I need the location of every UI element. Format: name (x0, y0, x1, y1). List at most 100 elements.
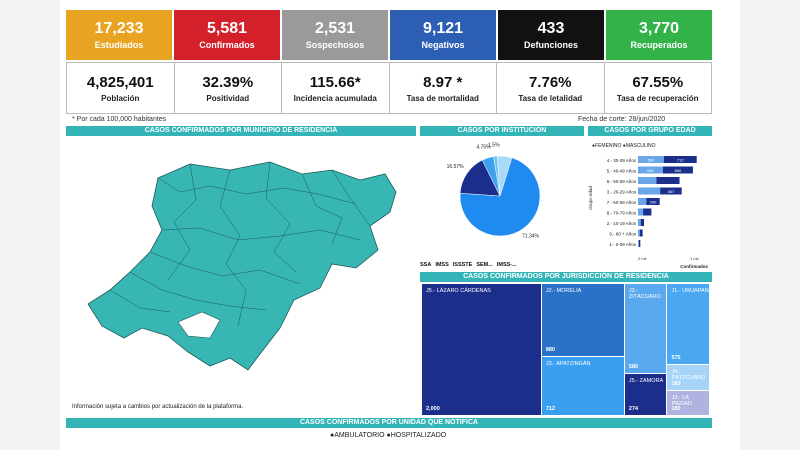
stat-defunciones: 433 Defunciones (498, 10, 606, 60)
stat-letalidad: 7.76% Tasa de letalidad (497, 63, 605, 113)
bar-femenino (638, 229, 640, 237)
map-municipality-lines (109, 161, 371, 327)
header-jurisdiccion: CASOS CONFIRMADOS POR JURISDICCIÓN DE RE… (420, 272, 712, 282)
fecha-corte: Fecha de corte: 28/jun/2020 (578, 116, 666, 123)
stat-label: Población (101, 93, 140, 103)
bar-masculino (640, 219, 644, 226)
unidad-legend: ●AMBULATORIO ●HOSPITALIZADO (330, 432, 447, 439)
left-border (0, 0, 60, 450)
map-michoacan (87, 161, 397, 371)
stat-value: 7.76% (528, 73, 572, 91)
stat-label: Sospechosos (305, 40, 365, 50)
treemap-cell-name: J3.- ZITÁCUARO (628, 288, 661, 300)
stat-sospechosos: 2,531 Sospechosos (282, 10, 390, 60)
bar-masculino (662, 166, 693, 174)
stat-value: 67.55% (632, 73, 684, 91)
pie-slice-label: 4.75% (476, 144, 491, 150)
bar-value-label: 540 (647, 168, 654, 173)
stat-label: Tasa de letalidad (518, 93, 583, 103)
treemap-cell-name: J4.- PÁTZCUARO (671, 368, 706, 381)
bar-category-label: 1.- 0-09 Años (609, 242, 637, 247)
header-municipio: CASOS CONFIRMADOS POR MUNICIPIO DE RESID… (66, 126, 416, 136)
stat-value: 9,121 (422, 20, 464, 37)
treemap-cell-name: J1.- URUAPAN (671, 288, 709, 294)
treemap-cell: J3.- ZITÁCUARO 580 (624, 284, 667, 373)
bar-category-label: 6.- 50-59 Años (607, 179, 637, 184)
header-grupo-edad: CASOS POR GRUPO EDAD (588, 126, 712, 136)
stat-incidencia: 115.66* Incidencia acumulada (282, 63, 390, 113)
treemap-cell-value: 575 (671, 354, 681, 361)
stat-label: Positividad (206, 93, 250, 103)
treemap-cell-name: J5.- ZAMORA (628, 377, 664, 384)
treemap-cell: J1.- URUAPAN 575 (667, 284, 709, 364)
stat-label: Confirmados (199, 40, 255, 50)
stat-recuperacion: 67.55% Tasa de recuperación (605, 63, 712, 113)
pie-slice (459, 157, 541, 237)
pie-slice-label: 16.57% (447, 164, 465, 170)
bar-femenino (638, 198, 647, 205)
bar-femenino (638, 177, 657, 184)
treemap-cell: J5.- LÁZARO CÁRDENAS 2,000 (422, 284, 541, 415)
pie-legend-imss: IMSS (435, 262, 449, 268)
bar-masculino (646, 198, 660, 205)
stat-value: 433 (537, 20, 565, 37)
pie-legend-sem: SEM... (476, 262, 493, 268)
stat-label: Estudiados (94, 40, 144, 50)
stat-value: 4,825,401 (86, 73, 154, 91)
treemap-cell: J5.- ZAMORA 274 (624, 373, 667, 415)
map-lake (177, 311, 221, 339)
stat-label: Incidencia acumulada (293, 93, 377, 103)
treemap: J5.- LÁZARO CÁRDENAS 2,000 J2.- MORELIA 880… (422, 284, 710, 416)
bar-category-label: 8.- 70-79 Años (607, 211, 637, 216)
stat-confirmados: 5,581 Confirmados (174, 10, 282, 60)
bar-ylabel: Grupo edad (588, 186, 593, 210)
pie-slice-label: 71.34% (522, 233, 540, 239)
treemap-cell: J2.- MORELIA 880 (541, 284, 624, 356)
stats-top-row: 17,233 Estudiados 5,581 Confirmados 2,531 S… (66, 10, 712, 60)
bar-femenino (638, 219, 641, 226)
map-region (87, 161, 397, 371)
stat-mortalidad: 8.97 * Tasa de mortalidad (390, 63, 497, 113)
bar-masculino (643, 208, 652, 216)
pie-slice-label: 1.5% (488, 142, 500, 148)
map-note: Información sujeta a cambios por actuali… (72, 404, 244, 410)
pie-legend: SSA IMSS ISSSTE SEM... IMSS-... (420, 262, 588, 268)
bar-legend: ●FEMENINO ●MASCULINO (592, 143, 656, 149)
stat-value: 5,581 (206, 20, 248, 37)
pie-legend-issste: ISSSTE (452, 262, 473, 268)
bar-category-label: 9.- 80 + Años (609, 232, 636, 237)
treemap-cell-value: 580 (628, 363, 639, 370)
stat-recuperados: 3,770 Recuperados (606, 10, 712, 60)
stat-label: Recuperados (630, 40, 688, 50)
bar-value-label: 290 (650, 200, 657, 205)
stat-label: Defunciones (523, 40, 578, 50)
stat-positividad: 32.39% Positividad (175, 63, 282, 113)
bar-category-label: 3.- 20-29 Años (607, 190, 637, 195)
header-institucion: CASOS POR INSTITUCIÓN (420, 126, 584, 136)
treemap-cell-name: J2.- MORELIA (545, 288, 582, 294)
stat-label: Negativos (421, 40, 465, 50)
bar-masculino (656, 177, 680, 184)
bar-value-label: 712 (677, 158, 684, 163)
bar-femenino (638, 240, 639, 247)
stat-label: Tasa de mortalidad (406, 93, 479, 103)
bar-value-label: 560 (648, 158, 655, 163)
pie-slice (497, 155, 513, 197)
stat-value: 17,233 (94, 20, 144, 37)
bar-femenino (638, 156, 664, 163)
treemap-cell: J3.- LA PIEDAD 180 (667, 390, 709, 415)
treemap-cell-name: J3.- APATZINGÁN (545, 360, 591, 367)
footnote: * Por cada 100,000 habitantes (72, 116, 167, 123)
right-border (740, 0, 800, 450)
treemap-cell-value: 2,000 (426, 406, 440, 412)
bar-femenino (638, 208, 644, 216)
stats-bottom-row: 4,825,401 Población 32.39% Positividad 115… (66, 62, 712, 114)
stat-value: 3,770 (638, 20, 680, 37)
bar-femenino (638, 166, 663, 174)
stat-value: 8.97 * (423, 73, 463, 91)
treemap-cell-name: J5.- LÁZARO CÁRDENAS (426, 288, 491, 294)
pie-legend-imss-b: IMSS-... (496, 262, 517, 268)
pie-legend-ssa: SSA (420, 262, 432, 268)
age-bar-chart: ●FEMENINO ●MASCULINO Grupo edad 4.- 30-39 … (588, 143, 708, 269)
stat-label: Tasa de recuperación (616, 93, 699, 103)
